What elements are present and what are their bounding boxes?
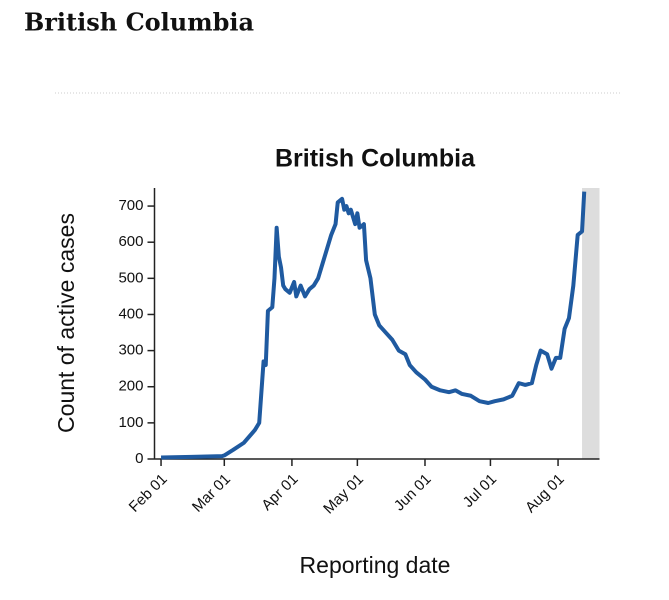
y-tick-label: 700 [118, 197, 143, 214]
x-tick-label: Feb 01 [126, 471, 171, 516]
y-tick-label: 500 [118, 269, 143, 286]
y-tick-label: 100 [118, 414, 143, 431]
x-axis-label: Reporting date [300, 552, 451, 578]
y-tick-label: 0 [135, 450, 143, 467]
y-tick-label: 600 [118, 233, 143, 250]
x-tick-label: Jul 01 [460, 471, 500, 511]
x-tick-label: May 01 [320, 471, 367, 518]
x-tick-label: Mar 01 [189, 471, 234, 516]
data-line [160, 191, 587, 460]
y-axis-label: Count of active cases [53, 213, 79, 433]
y-tick-label: 300 [118, 342, 143, 359]
chart-title: British Columbia [275, 145, 476, 173]
x-tick-label: Apr 01 [258, 471, 301, 514]
x-tick-label: Aug 01 [522, 471, 568, 517]
page-heading: British Columbia [24, 8, 254, 37]
y-tick-label: 200 [118, 378, 143, 395]
shaded-region [582, 188, 600, 459]
y-tick-label: 400 [118, 305, 143, 322]
x-tick-label: Jun 01 [391, 471, 435, 515]
chart: British Columbia Reporting date Count of… [53, 145, 476, 578]
